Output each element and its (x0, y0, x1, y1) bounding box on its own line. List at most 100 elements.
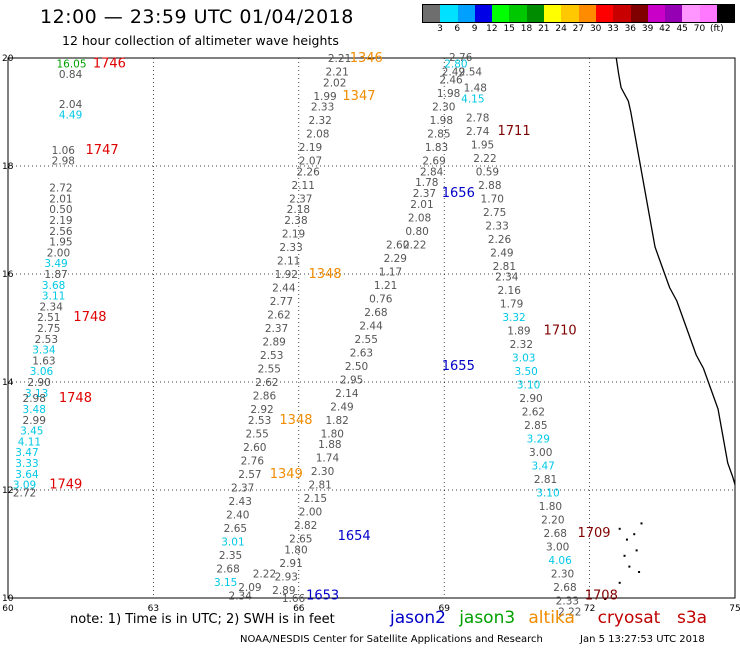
wave-height-label: 2.34 (40, 301, 64, 313)
colorbar-tick-label: 12 (486, 24, 498, 34)
wave-height-label: 2.08 (408, 212, 431, 224)
pass-time-label: 1746 (93, 56, 126, 71)
wave-height-label: 2.89 (262, 337, 285, 349)
wave-height-label: 4.11 (18, 436, 41, 448)
colorbar-swatch (717, 5, 735, 22)
wave-height-label: 1.95 (471, 139, 494, 151)
pass-time-label: 1710 (544, 324, 577, 339)
legend-item-cryosat: cryosat (597, 608, 661, 628)
wave-height-label: 1.63 (32, 355, 55, 367)
wave-height-label: 2.90 (27, 377, 50, 389)
colorbar-swatch (457, 5, 475, 22)
wave-height-label: 3.01 (221, 536, 244, 548)
wave-height-label: 0.80 (405, 226, 428, 238)
wave-height-label: 3.00 (546, 542, 569, 554)
colorbar-unit: (ft) (710, 24, 724, 34)
wave-height-label: 1.74 (316, 453, 340, 465)
pass-time-label: 1653 (306, 588, 339, 603)
island-marker (633, 533, 636, 536)
wave-height-label: 2.37 (265, 323, 288, 335)
wave-height-label: 2.30 (551, 569, 574, 581)
wave-height-label: 2.49 (442, 67, 465, 79)
wave-height-label: 2.18 (287, 204, 310, 216)
wave-height-label: 2.53 (260, 350, 283, 362)
wave-height-label: 2.11 (292, 180, 315, 192)
wave-height-label: 4.15 (461, 94, 484, 106)
wave-height-label: 1.21 (374, 280, 397, 292)
wave-height-label: 2.26 (488, 234, 512, 246)
colorbar-swatch (423, 5, 441, 22)
wave-height-label: 2.49 (490, 247, 513, 259)
x-tick-label: 75 (729, 604, 740, 614)
wave-height-label: 2.56 (49, 226, 73, 238)
wave-height-label: 3.11 (42, 291, 65, 303)
colorbar-swatch (613, 5, 631, 22)
wave-height-label: 2.32 (510, 339, 533, 351)
colorbar-swatch (561, 5, 579, 22)
wave-height-label: 2.84 (420, 166, 444, 178)
wave-height-label: 2.75 (483, 207, 506, 219)
wave-height-label: 2.85 (524, 420, 547, 432)
wave-height-label: 2.07 (299, 156, 322, 168)
island-marker (638, 571, 641, 573)
wave-height-label: 2.93 (275, 571, 298, 583)
wave-height-label: 2.78 (466, 112, 489, 124)
wave-height-label: 1.70 (481, 193, 504, 205)
colorbar-swatch (492, 5, 510, 22)
wave-height-label: 2.62 (522, 407, 545, 419)
credit-text: NOAA/NESDIS Center for Satellite Applica… (240, 634, 543, 645)
wave-height-label: 2.90 (519, 393, 542, 405)
wave-height-label: 2.34 (229, 590, 253, 602)
wave-height-label: 2.08 (306, 129, 329, 141)
map-frame (7, 57, 736, 599)
wave-height-label: 2.98 (23, 393, 46, 405)
island-marker (604, 598, 607, 600)
wave-height-label: 2.02 (323, 77, 346, 89)
wave-height-label: 3.03 (512, 353, 535, 365)
wave-height-label: 1.79 (500, 299, 523, 311)
wave-height-label: 2.20 (541, 515, 564, 527)
wave-height-label: 2.65 (289, 534, 312, 546)
colorbar-tick-label: 33 (607, 24, 619, 34)
wave-height-label: 1.82 (325, 415, 348, 427)
y-tick-label: 18 (2, 162, 14, 172)
colorbar-tick-label: 18 (520, 24, 533, 34)
x-tick-label: 63 (148, 604, 159, 614)
wave-height-label: 2.14 (335, 388, 359, 400)
wave-height-label: 2.68 (364, 307, 387, 319)
wave-height-label: 2.33 (279, 242, 302, 254)
wave-height-label: 2.04 (59, 99, 83, 111)
colorbar-swatch (544, 5, 562, 22)
y-tick-label: 10 (2, 594, 14, 604)
wave-height-label: 2.49 (330, 401, 353, 413)
wave-height-label: 2.60 (386, 239, 409, 251)
wave-height-label: 2.76 (449, 52, 473, 64)
colorbar-swatch (474, 5, 493, 22)
pass-time-label: 1349 (270, 467, 303, 482)
colorbar-tick-label: 39 (641, 24, 654, 34)
wave-height-label: 1.83 (425, 142, 448, 154)
wave-height-label: 2.75 (37, 323, 60, 335)
legend-item-altika: altika (528, 608, 575, 628)
wave-height-label: 3.34 (32, 345, 56, 357)
wave-height-label: 2.33 (556, 596, 579, 608)
footnote: note: 1) Time is in UTC; 2) SWH is in fe… (70, 612, 335, 627)
wave-height-label: 2.98 (52, 156, 75, 168)
wave-height-label: 2.46 (439, 75, 463, 87)
island-marker (618, 527, 621, 530)
wave-height-label: 2.81 (534, 474, 557, 486)
wave-height-label: 4.06 (548, 555, 572, 567)
wave-height-label: 2.43 (229, 496, 252, 508)
colorbar (422, 4, 736, 23)
colorbar-swatch (699, 5, 718, 22)
colorbar-swatch (630, 5, 648, 22)
wave-height-label: 1.89 (507, 326, 530, 338)
wave-height-label: 1.87 (44, 269, 67, 281)
colorbar-swatch (665, 5, 683, 22)
colorbar-tick-label: 9 (471, 24, 478, 34)
wave-height-label: 3.64 (15, 469, 39, 481)
legend-item-s3a: s3a (677, 608, 708, 628)
wave-height-label: 2.85 (427, 129, 450, 141)
wave-height-label: 2.99 (23, 415, 46, 427)
